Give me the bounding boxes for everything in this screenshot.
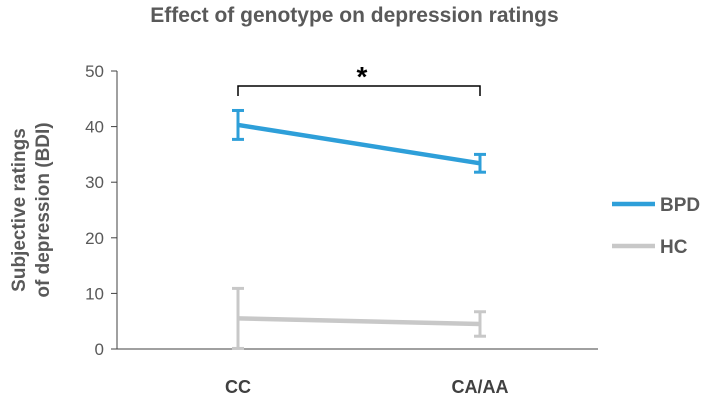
y-tick-label: 20: [85, 229, 104, 248]
legend: BPD HC: [612, 195, 700, 258]
y-tick-label: 50: [85, 62, 104, 81]
y-axis-label-line-2: of depression (BDI): [33, 122, 54, 297]
significance-bracket: *: [237, 61, 481, 96]
y-axis-label: Subjective ratings of depression (BDI): [9, 122, 54, 297]
x-tick-label-cc: CC: [225, 377, 251, 397]
y-ticks: 0 10 20 30 40 50: [85, 62, 117, 359]
legend-label-hc: HC: [660, 237, 688, 258]
significance-bracket-line: [237, 85, 481, 96]
series: [232, 108, 486, 350]
series-line-hc: [237, 316, 481, 327]
series-line-bpd: [237, 122, 481, 166]
x-tick-label-ca-aa: CA/AA: [452, 377, 509, 397]
chart-title: Effect of genotype on depression ratings: [150, 4, 559, 27]
y-axis-label-line-1: Subjective ratings: [9, 128, 30, 292]
y-tick-label: 0: [95, 340, 104, 359]
y-tick-label: 10: [85, 284, 104, 303]
y-tick-label: 30: [85, 173, 104, 192]
legend-label-bpd: BPD: [660, 195, 700, 216]
y-tick-label: 40: [85, 118, 104, 137]
significance-marker: *: [357, 61, 368, 92]
